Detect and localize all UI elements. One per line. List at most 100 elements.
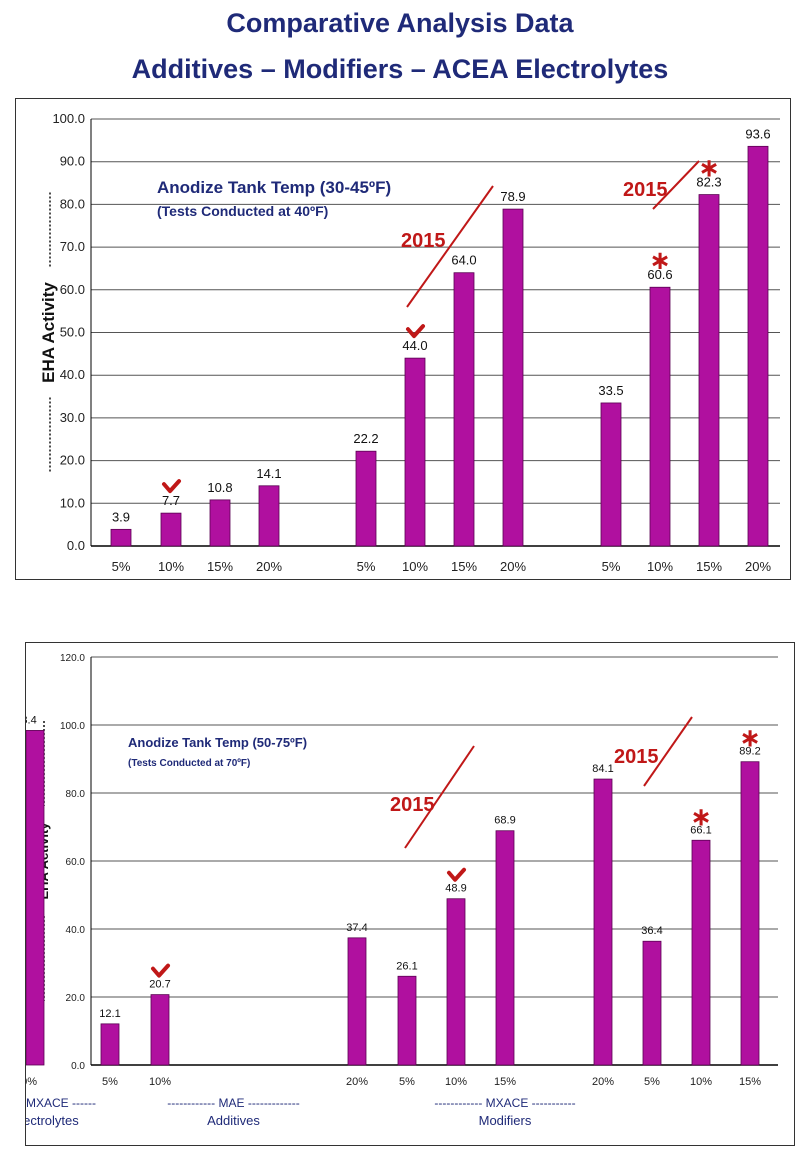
bar [593, 778, 613, 1066]
annotation-subtitle: (Tests Conducted at 70ºF) [128, 758, 250, 769]
x-tick-label: 20% [592, 1076, 614, 1088]
trend-line [652, 160, 700, 210]
data-label: 60.6 [647, 267, 672, 282]
bar [209, 499, 231, 547]
data-label: 84.1 [592, 763, 613, 775]
data-label: 33.5 [598, 383, 623, 398]
trend-line [404, 745, 475, 849]
checkmark-icon [406, 324, 425, 339]
chart-panel-top: 0.0 10.0 20.0 30.0 40.0 50.0 60.0 70.0 80.0 90.0 1… [15, 98, 791, 580]
asterisk-icon: ∗ [649, 245, 671, 275]
y-tick-label: 120.0 [60, 653, 85, 664]
x-tick-label: 20% [500, 559, 526, 574]
group-label-top: ------------ MAE ------------- [167, 1096, 300, 1110]
year-label: 2015 [390, 794, 435, 816]
y-tick-label: 10.0 [60, 495, 85, 510]
x-tick-label: 10% [402, 559, 428, 574]
data-label: 3.9 [112, 509, 130, 524]
bar [600, 402, 622, 547]
data-label: 78.9 [500, 189, 525, 204]
bar [502, 208, 524, 547]
data-label: 98.4 [26, 714, 37, 726]
bar [150, 994, 170, 1066]
annotation-title: Anodize Tank Temp (50-75ºF) [128, 735, 307, 750]
bar [453, 272, 475, 547]
group-label-top: -------- Conc. MXACE ------ [26, 1096, 96, 1110]
y-tick-label: 90.0 [60, 154, 85, 169]
bar [100, 1023, 120, 1066]
x-tick-label: 10% [158, 559, 184, 574]
y-tick-label: 0.0 [67, 538, 85, 553]
y-tick-label: 80.0 [66, 789, 86, 800]
group-label-bottom: ACEA Electrolytes [26, 1113, 79, 1128]
page-title: Comparative Analysis Data [226, 8, 574, 38]
x-tick-label: 15% [739, 1076, 761, 1088]
asterisk-icon: ∗ [739, 723, 761, 753]
x-tick-label: 15% [451, 559, 477, 574]
data-label: 22.2 [353, 431, 378, 446]
data-label: 44.0 [402, 338, 427, 353]
data-label: 48.9 [445, 883, 466, 895]
x-tick-label: 10% [690, 1076, 712, 1088]
x-tick-label: 20% [346, 1076, 368, 1088]
bar [691, 839, 711, 1066]
x-tick-label: 10% [445, 1076, 467, 1088]
x-tick-label: 5% [357, 559, 376, 574]
annotation-title: Anodize Tank Temp (30-45ºF) [157, 178, 391, 197]
bar [25, 730, 45, 1066]
data-label: 82.3 [696, 175, 721, 190]
data-label: 66.1 [690, 824, 711, 836]
trend-line [643, 716, 693, 787]
y-tick-label: 40.0 [60, 367, 85, 382]
group-label-top: ------------ MXACE ----------- [434, 1096, 575, 1110]
data-label: 64.0 [451, 253, 476, 268]
bar [747, 145, 769, 547]
x-tick-label: 5% [112, 559, 131, 574]
y-tick-label: 20.0 [66, 993, 86, 1004]
annotation-subtitle: (Tests Conducted at 40ºF) [157, 203, 328, 219]
bar [404, 357, 426, 547]
bar [355, 450, 377, 547]
y-tick-label: 60.0 [60, 282, 85, 297]
bar [495, 830, 515, 1066]
checkmark-icon [447, 867, 466, 882]
x-tick-label: 20% [256, 559, 282, 574]
y-tick-label: 0.0 [71, 1061, 85, 1072]
group-label-bottom: Additives [207, 1113, 260, 1128]
asterisk-icon: ∗ [690, 801, 712, 831]
data-label: 7.7 [162, 493, 180, 508]
bar [446, 898, 466, 1066]
bar [698, 194, 720, 547]
data-label: 89.2 [739, 746, 760, 758]
y-tick-label: 60.0 [66, 857, 86, 868]
trend-line [406, 185, 494, 308]
data-label: 12.1 [99, 1008, 120, 1020]
x-tick-label: 5% [602, 559, 621, 574]
bar [110, 528, 132, 547]
y-tick-label: 70.0 [60, 239, 85, 254]
y-tick-label: 40.0 [66, 925, 86, 936]
page-subtitle: Additives – Modifiers – ACEA Electrolyte… [131, 54, 669, 84]
year-label: 2015 [614, 746, 659, 768]
bar [258, 485, 280, 547]
bar [642, 940, 662, 1066]
data-label: 37.4 [346, 922, 367, 934]
x-tick-label: 20% [745, 559, 771, 574]
y-tick-label: 100.0 [60, 721, 85, 732]
x-tick-label: 15% [207, 559, 233, 574]
data-label: 20.7 [149, 979, 170, 991]
x-tick-label: 10% [149, 1076, 171, 1088]
x-tick-label: 15% [696, 559, 722, 574]
asterisk-icon: ∗ [698, 153, 720, 183]
x-tick-label: 5% [399, 1076, 415, 1088]
x-tick-label: 15% [494, 1076, 516, 1088]
data-label: 10.8 [207, 480, 232, 495]
y-tick-label: 80.0 [60, 196, 85, 211]
bar [397, 975, 417, 1066]
bar [740, 761, 760, 1066]
data-label: 68.9 [494, 815, 515, 827]
y-tick-label: 50.0 [60, 325, 85, 340]
data-label: 14.1 [256, 466, 281, 481]
x-tick-label: 20% [26, 1076, 37, 1088]
